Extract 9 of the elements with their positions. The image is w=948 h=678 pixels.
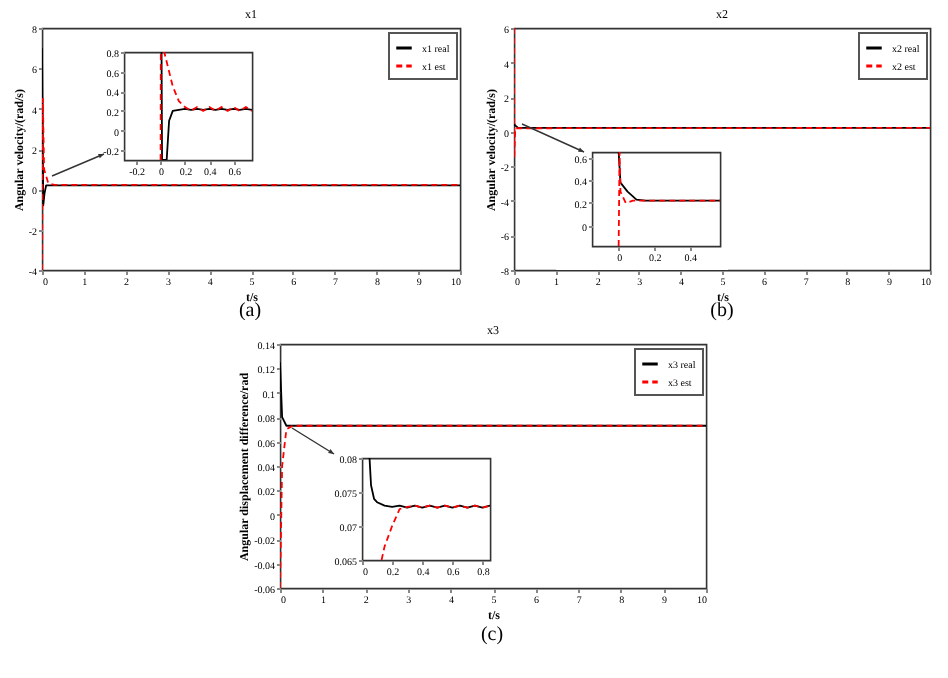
line-series xyxy=(514,28,930,159)
line-series xyxy=(380,504,490,560)
line-series xyxy=(617,152,720,246)
text: (b) xyxy=(710,300,734,322)
text: (a) xyxy=(238,300,262,322)
text: (c) xyxy=(480,624,504,646)
line-series xyxy=(280,424,706,588)
line-series xyxy=(42,97,460,270)
line-series xyxy=(368,458,490,509)
